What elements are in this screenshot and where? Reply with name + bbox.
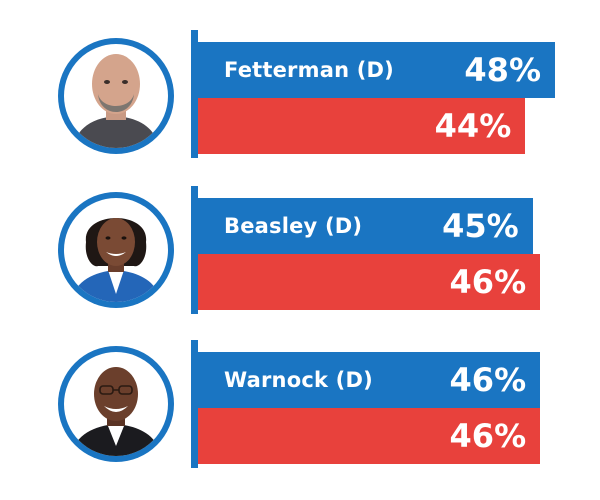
rep-percent-label: 46%	[449, 417, 527, 455]
warnock-photo-icon	[58, 346, 174, 462]
dem-bar: Warnock (D) 46%	[198, 352, 541, 408]
fetterman-photo-icon	[58, 38, 174, 154]
rep-percent-label: 44%	[434, 107, 512, 145]
candidate-row-warnock: Warnock (D) 46% 46%	[0, 340, 600, 470]
rep-bar: 46%	[198, 254, 541, 310]
dem-bar: Beasley (D) 45%	[198, 198, 533, 254]
rep-bar: 46%	[198, 408, 541, 464]
bar-axis	[191, 30, 198, 158]
dem-bar: Fetterman (D) 48%	[198, 42, 555, 98]
dem-percent-label: 46%	[449, 361, 527, 399]
candidate-row-beasley: Beasley (D) 45% 46%	[0, 186, 600, 316]
candidate-name: Fetterman (D)	[224, 58, 394, 82]
dem-percent-label: 48%	[464, 51, 541, 89]
rep-bar: 44%	[198, 98, 526, 154]
candidate-name: Warnock (D)	[224, 368, 373, 392]
candidate-row-fetterman: Fetterman (D) 48% 44%	[0, 30, 600, 160]
bar-axis	[191, 340, 198, 468]
dem-percent-label: 45%	[442, 207, 519, 245]
beasley-photo-icon	[58, 192, 174, 308]
bar-axis	[191, 186, 198, 314]
rep-percent-label: 46%	[449, 263, 527, 301]
candidate-name: Beasley (D)	[224, 214, 363, 238]
